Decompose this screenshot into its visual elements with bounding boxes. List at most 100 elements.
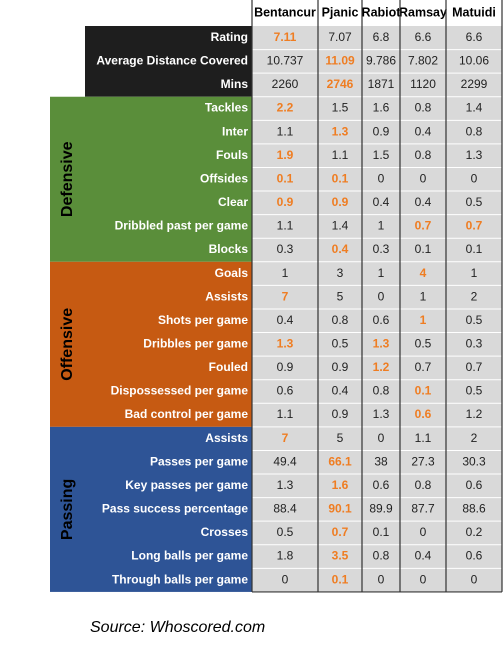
cell-value: 0.2 bbox=[466, 525, 483, 539]
cell-value: 7.07 bbox=[328, 30, 352, 44]
cell-value: 0.5 bbox=[332, 337, 349, 351]
row-label: Average Distance Covered bbox=[96, 54, 248, 68]
cell-value: 87.7 bbox=[411, 502, 435, 516]
row-label: Dribbled past per game bbox=[115, 219, 249, 233]
row-label: Fouls bbox=[216, 148, 248, 162]
cell-value: 0.4 bbox=[332, 242, 349, 256]
cell-value: 0 bbox=[378, 289, 385, 303]
row-label: Assists bbox=[205, 431, 248, 445]
cell-value: 7.11 bbox=[274, 30, 297, 44]
cell-value: 27.3 bbox=[411, 454, 435, 468]
cell-value: 3.5 bbox=[332, 549, 349, 563]
cell-value: 10.737 bbox=[267, 54, 304, 68]
cell-value: 1.3 bbox=[466, 148, 483, 162]
row-label: Key passes per game bbox=[125, 478, 248, 492]
cell-value: 0.7 bbox=[466, 360, 483, 374]
cell-value: 9.786 bbox=[366, 54, 396, 68]
cell-value: 0.5 bbox=[277, 525, 294, 539]
column-header: Ramsay bbox=[399, 5, 447, 19]
cell-value: 2260 bbox=[272, 77, 299, 91]
cell-value: 0 bbox=[471, 572, 478, 586]
cell-value: 5 bbox=[337, 289, 344, 303]
row-label: Passes per game bbox=[150, 454, 248, 468]
cell-value: 1.1 bbox=[415, 431, 432, 445]
cell-value: 0.4 bbox=[373, 195, 390, 209]
row-label: Blocks bbox=[209, 242, 249, 256]
cell-value: 0.6 bbox=[373, 478, 390, 492]
cell-value: 0.6 bbox=[415, 407, 432, 421]
section-band bbox=[50, 96, 252, 262]
row-label: Rating bbox=[211, 30, 248, 44]
row-label: Dribbles per game bbox=[143, 337, 248, 351]
row-label: Inter bbox=[222, 124, 248, 138]
cell-value: 1.2 bbox=[466, 407, 483, 421]
cell-value: 0.9 bbox=[277, 360, 294, 374]
cell-value: 1 bbox=[282, 266, 289, 280]
cell-value: 1.5 bbox=[332, 101, 349, 115]
section-band bbox=[50, 426, 252, 592]
cell-value: 1.3 bbox=[277, 478, 294, 492]
cell-value: 0.4 bbox=[415, 195, 432, 209]
section-label: Defensive bbox=[59, 141, 76, 217]
cell-value: 0.9 bbox=[332, 195, 349, 209]
cell-value: 1120 bbox=[410, 77, 436, 91]
column-header: Pjanic bbox=[322, 5, 359, 19]
cell-value: 10.06 bbox=[459, 54, 489, 68]
cell-value: 1.2 bbox=[373, 360, 390, 374]
cell-value: 6.6 bbox=[466, 30, 483, 44]
column-header: Bentancur bbox=[254, 5, 316, 19]
section-band bbox=[50, 261, 252, 427]
cell-value: 0.6 bbox=[466, 478, 483, 492]
row-label: Dispossessed per game bbox=[111, 384, 249, 398]
cell-value: 30.3 bbox=[462, 454, 486, 468]
cell-value: 0.9 bbox=[332, 360, 349, 374]
cell-value: 89.9 bbox=[369, 502, 393, 516]
cell-value: 5 bbox=[337, 431, 344, 445]
row-label: Goals bbox=[215, 266, 249, 280]
cell-value: 1.1 bbox=[277, 124, 294, 138]
cell-value: 0.3 bbox=[277, 242, 294, 256]
cell-value: 0.8 bbox=[466, 124, 483, 138]
section-label: Offensive bbox=[59, 308, 76, 381]
cell-value: 0.8 bbox=[332, 313, 349, 327]
cell-value: 1.5 bbox=[373, 148, 390, 162]
cell-value: 7 bbox=[282, 431, 289, 445]
cell-value: 0.6 bbox=[373, 313, 390, 327]
cell-value: 1.6 bbox=[373, 101, 390, 115]
cell-value: 1 bbox=[378, 266, 385, 280]
cell-value: 7 bbox=[282, 289, 289, 303]
cell-value: 0.1 bbox=[415, 242, 432, 256]
cell-value: 0 bbox=[282, 572, 289, 586]
cell-value: 1.1 bbox=[332, 148, 349, 162]
row-label: Bad control per game bbox=[125, 407, 249, 421]
cell-value: 0.1 bbox=[415, 384, 432, 398]
cell-value: 0.4 bbox=[415, 549, 432, 563]
cell-value: 0.8 bbox=[373, 549, 390, 563]
cell-value: 0.7 bbox=[332, 525, 349, 539]
row-label: Offsides bbox=[200, 171, 248, 185]
cell-value: 1.4 bbox=[332, 219, 349, 233]
cell-value: 0.5 bbox=[466, 313, 483, 327]
cell-value: 1.3 bbox=[277, 337, 294, 351]
cell-value: 0 bbox=[420, 171, 427, 185]
row-label: Crosses bbox=[201, 525, 249, 539]
cell-value: 2 bbox=[471, 431, 478, 445]
cell-value: 0.6 bbox=[466, 549, 483, 563]
cell-value: 0 bbox=[378, 171, 385, 185]
column-header: Rabiot bbox=[362, 5, 402, 19]
cell-value: 38 bbox=[374, 454, 388, 468]
cell-value: 0 bbox=[378, 572, 385, 586]
row-label: Assists bbox=[205, 289, 248, 303]
cell-value: 1871 bbox=[368, 77, 395, 91]
cell-value: 0.4 bbox=[277, 313, 294, 327]
cell-value: 2.2 bbox=[277, 101, 294, 115]
cell-value: 4 bbox=[420, 266, 427, 280]
cell-value: 1.3 bbox=[373, 337, 390, 351]
cell-value: 1 bbox=[420, 313, 427, 327]
cell-value: 7.802 bbox=[408, 54, 438, 68]
cell-value: 6.6 bbox=[415, 30, 432, 44]
cell-value: 1 bbox=[378, 219, 385, 233]
cell-value: 0.1 bbox=[466, 242, 483, 256]
cell-value: 1.1 bbox=[277, 407, 294, 421]
